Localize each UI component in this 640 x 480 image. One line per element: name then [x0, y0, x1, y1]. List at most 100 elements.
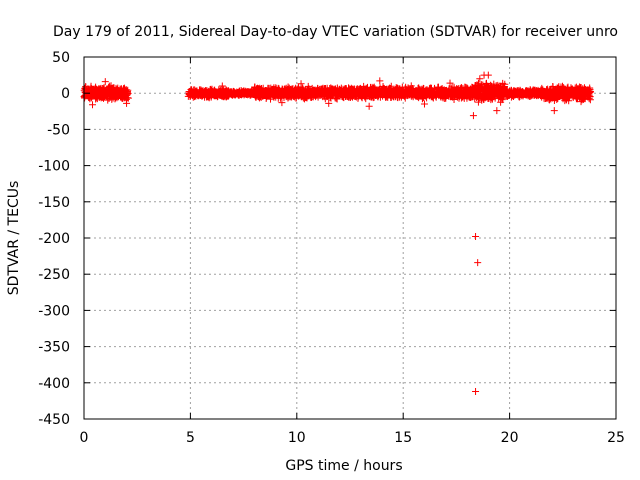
- data-point: [210, 90, 218, 98]
- data-points: [80, 71, 594, 395]
- data-point: [314, 90, 322, 98]
- data-point: [382, 87, 390, 95]
- data-point: [423, 89, 431, 97]
- data-point: [309, 87, 317, 95]
- data-point: [300, 90, 308, 98]
- data-point: [308, 90, 316, 98]
- data-point: [104, 96, 112, 104]
- x-tick-label: 25: [607, 430, 625, 446]
- data-point: [323, 91, 331, 99]
- data-point: [380, 87, 388, 95]
- data-point: [205, 94, 213, 102]
- x-tick-label: 15: [394, 430, 412, 446]
- data-point: [120, 89, 128, 97]
- data-point: [217, 87, 225, 95]
- data-point: [87, 84, 95, 92]
- x-tick-label: 10: [288, 430, 306, 446]
- data-point: [337, 86, 345, 94]
- data-point: [292, 85, 300, 93]
- data-point: [342, 84, 350, 92]
- data-point: [452, 88, 460, 96]
- data-point: [420, 92, 428, 100]
- y-tick-label: 0: [61, 86, 70, 102]
- data-point: [116, 88, 124, 96]
- data-point: [385, 89, 393, 97]
- data-point: [358, 89, 366, 97]
- data-point: [312, 91, 320, 99]
- data-point: [251, 84, 259, 92]
- data-point: [92, 95, 100, 103]
- data-point: [294, 92, 302, 100]
- data-point: [121, 85, 129, 93]
- data-point: [343, 89, 351, 97]
- data-point: [254, 88, 262, 96]
- data-point: [430, 90, 438, 98]
- data-point: [344, 92, 352, 100]
- data-point: [400, 92, 408, 100]
- data-point: [205, 92, 213, 100]
- data-point: [335, 85, 343, 93]
- data-point: [253, 92, 261, 100]
- y-tick-label: -250: [38, 267, 70, 283]
- data-point: [295, 91, 303, 99]
- data-point: [106, 89, 114, 97]
- data-point: [407, 86, 415, 94]
- y-tick-label: -100: [38, 159, 70, 175]
- data-point: [374, 93, 382, 101]
- data-point: [413, 87, 421, 95]
- data-point: [227, 89, 235, 97]
- data-point: [100, 92, 108, 100]
- data-point: [449, 90, 457, 98]
- y-axis-label: SDTVAR / TECUs: [6, 181, 22, 296]
- data-point: [186, 92, 194, 100]
- data-point: [194, 92, 202, 100]
- data-point: [284, 94, 292, 102]
- data-point: [443, 89, 451, 97]
- data-point: [97, 87, 105, 95]
- x-tick-label: 5: [186, 430, 195, 446]
- data-point: [283, 88, 291, 96]
- data-point: [91, 87, 99, 95]
- data-point: [457, 89, 465, 97]
- y-tick-label: -350: [38, 340, 70, 356]
- data-point: [302, 91, 310, 99]
- data-point: [124, 90, 132, 98]
- data-point: [411, 91, 419, 99]
- data-point: [434, 83, 442, 91]
- x-tick-label: 0: [80, 430, 89, 446]
- data-point: [370, 89, 378, 97]
- y-tick-label: -150: [38, 195, 70, 211]
- data-point: [109, 94, 117, 102]
- data-point: [391, 89, 399, 97]
- data-point: [270, 93, 278, 101]
- x-tick-label: 20: [501, 430, 519, 446]
- data-point: [265, 90, 273, 98]
- y-tick-label: -400: [38, 376, 70, 392]
- data-point: [277, 88, 285, 96]
- data-point: [438, 87, 446, 95]
- y-tick-label: -50: [47, 122, 70, 138]
- data-point: [268, 89, 276, 97]
- data-point: [424, 87, 432, 95]
- y-tick-label: -200: [38, 231, 70, 247]
- data-point: [497, 98, 505, 106]
- data-point: [353, 90, 361, 98]
- y-tick-label: 50: [52, 50, 70, 66]
- data-point: [238, 91, 246, 99]
- data-point: [346, 85, 354, 93]
- y-tick-label: -300: [38, 303, 70, 319]
- y-tick-label: -450: [38, 412, 70, 428]
- data-point: [399, 91, 407, 99]
- data-point: [321, 86, 329, 94]
- data-point: [269, 86, 277, 94]
- data-point: [329, 90, 337, 98]
- data-point: [454, 93, 462, 101]
- data-point: [437, 91, 445, 99]
- chart-title: Day 179 of 2011, Sidereal Day-to-day VTE…: [53, 24, 618, 40]
- data-point: [211, 89, 219, 97]
- data-point: [81, 84, 89, 92]
- x-axis-label: GPS time / hours: [285, 458, 402, 474]
- data-point: [82, 83, 90, 91]
